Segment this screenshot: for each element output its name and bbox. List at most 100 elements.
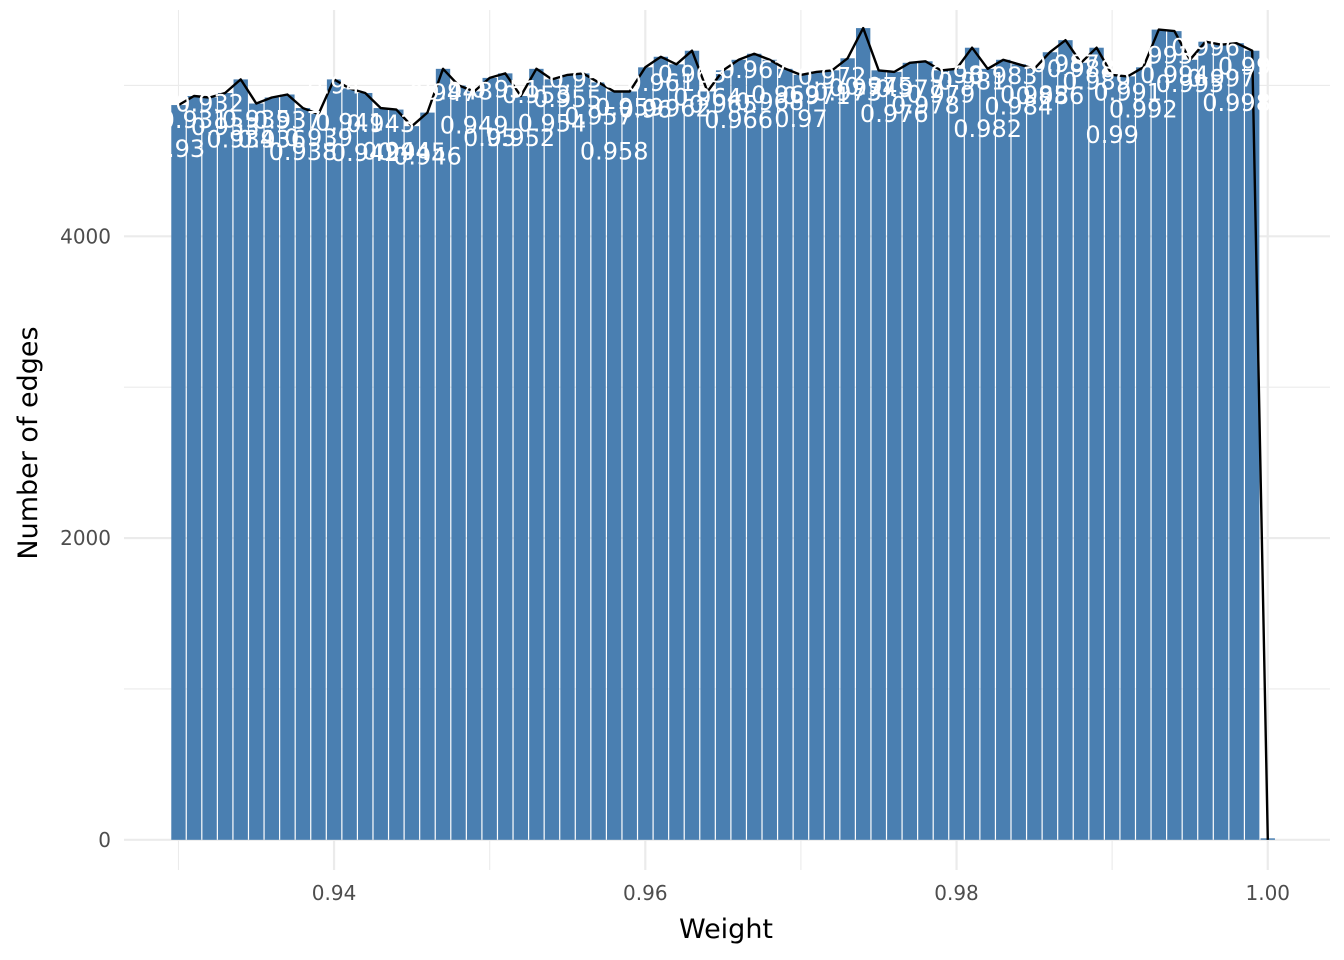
bar-data-label: 0.986 — [1016, 82, 1085, 110]
histogram-bar — [840, 58, 855, 840]
histogram-bar — [1198, 41, 1213, 840]
bar-data-label: 0.988 — [1047, 55, 1116, 83]
bar-data-label: 0.949 — [440, 111, 509, 139]
bar-data-label: 0.962 — [642, 94, 711, 122]
bar-data-label: 0.942 — [331, 139, 400, 167]
histogram-bar — [669, 64, 684, 840]
histogram-bar — [996, 59, 1011, 840]
bar-data-label: 0.985 — [1000, 81, 1069, 109]
y-axis-ticks: 0 2000 4000 — [60, 224, 111, 852]
bar-data-label: 0.992 — [1109, 95, 1178, 123]
histogram-bar — [824, 70, 840, 840]
histogram-bar — [980, 68, 995, 840]
bar-data-label: 0.978 — [891, 91, 960, 119]
bar-data-label: 0.991 — [1093, 78, 1162, 106]
bar-data-label: 0.963 — [658, 61, 727, 89]
bar-data-label: 0.936 — [237, 126, 306, 154]
bar-data-label: 0.957 — [564, 102, 633, 130]
histogram-bar — [295, 108, 311, 840]
histogram-bar — [420, 112, 435, 840]
histogram-bar — [404, 126, 420, 840]
histogram-bar — [809, 71, 824, 840]
bar-data-label: 0.943 — [346, 110, 415, 138]
bar-data-label: 0.983 — [969, 62, 1038, 90]
histogram-bar — [1042, 52, 1058, 840]
histogram-bar — [778, 68, 793, 840]
histogram-bar — [1151, 29, 1167, 840]
bar-data-label: 0.969 — [751, 81, 820, 109]
bar-data-label: 0.977 — [875, 75, 944, 103]
histogram-bar — [1167, 31, 1182, 840]
histogram-bar — [871, 70, 886, 840]
bar-data-label: 0.958 — [580, 137, 649, 165]
histogram-bar — [326, 79, 342, 840]
histogram-bar — [389, 109, 404, 840]
bar-data-label: 0.934 — [206, 125, 275, 153]
histogram-bar — [855, 28, 871, 840]
histogram-bar — [280, 94, 295, 840]
bar-data-label: 0.967 — [720, 56, 789, 84]
histogram-bar — [933, 70, 949, 840]
histogram-bar — [1229, 43, 1244, 840]
bar-data-label: 0.955 — [533, 85, 602, 113]
bar-data-label: 0.951 — [471, 75, 540, 103]
histogram-bar — [1136, 67, 1151, 840]
x-axis-title: Weight — [679, 914, 773, 945]
bar-data-label: 0.933 — [191, 113, 260, 141]
histogram-bar — [747, 53, 762, 840]
histogram-bar — [731, 59, 746, 840]
bar-data-label: 0.989 — [1062, 68, 1131, 96]
histogram-bar — [949, 68, 964, 840]
bar-data-label: 0.938 — [269, 138, 338, 166]
histogram-bar — [373, 108, 388, 840]
bar-data-label: 0.975 — [844, 72, 913, 100]
bar-data-label: 0.965 — [689, 90, 758, 118]
histogram-bar — [1104, 74, 1120, 840]
bar-data-label: 0.97 — [774, 105, 827, 133]
histogram-bar — [544, 79, 560, 840]
histogram-bar — [529, 68, 544, 840]
bar-data-label: 0.932 — [175, 90, 244, 118]
histogram-bar — [1073, 62, 1089, 840]
histogram-bar — [575, 73, 591, 840]
histogram-bar — [264, 97, 280, 840]
histogram-bar — [1213, 44, 1229, 840]
bar-data-label: 0.984 — [984, 92, 1053, 120]
histogram-bar — [700, 91, 715, 840]
histogram-bar — [887, 71, 902, 840]
bar-data-label: 0.935 — [222, 106, 291, 134]
histogram-bar — [1058, 40, 1073, 840]
data-labels-group: 0.930.9310.9320.9330.9340.9350.9360.9370… — [152, 34, 1287, 171]
histogram-bar — [653, 56, 669, 840]
histogram-bar — [762, 59, 777, 840]
histogram-bar — [482, 77, 497, 840]
histogram-bar — [918, 61, 933, 840]
bar-data-label: 0.982 — [953, 115, 1022, 143]
bar-data-label: 0.947 — [409, 79, 478, 107]
frequency-line — [177, 26, 1269, 840]
bar-data-label: 0.945 — [378, 138, 447, 166]
histogram-bar — [964, 47, 980, 840]
bar-data-label: 0.931 — [160, 106, 229, 134]
bar-data-label: 0.979 — [907, 80, 976, 108]
bar-data-label: 0.941 — [315, 108, 384, 136]
histogram-bar — [622, 91, 637, 840]
histogram-bar — [1027, 68, 1042, 840]
histogram-bar — [1011, 64, 1026, 840]
bar-data-label: 0.93 — [152, 135, 205, 163]
x-tick-label: 1.00 — [1245, 881, 1290, 905]
bar-data-label: 0.964 — [673, 83, 742, 111]
bar-data-label: 0.96 — [619, 95, 672, 123]
x-axis-ticks: 0.94 0.96 0.98 1.00 — [312, 881, 1290, 905]
bar-data-label: 0.976 — [860, 100, 929, 128]
bar-data-label: 0.971 — [782, 82, 851, 110]
y-tick-label: 0 — [98, 828, 111, 852]
bar-data-label: 0.972 — [798, 62, 867, 90]
histogram-bar — [186, 96, 202, 840]
x-tick-label: 0.96 — [623, 881, 668, 905]
histogram-bar — [1089, 47, 1104, 840]
bar-data-label: 0.961 — [627, 69, 696, 97]
bar-data-label: 0.966 — [704, 106, 773, 134]
bar-data-label: 0.973 — [813, 78, 882, 106]
